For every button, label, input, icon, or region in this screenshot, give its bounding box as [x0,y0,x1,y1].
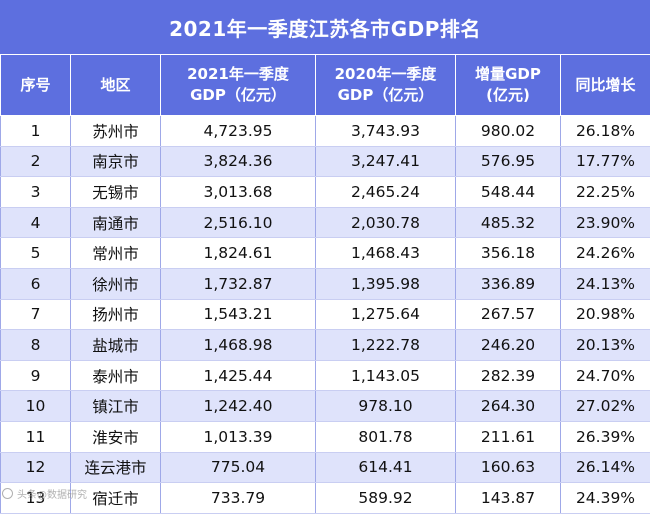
gdp-2020q1-cell: 1,143.05 [316,360,456,391]
gdp-2021q1-cell: 1,824.61 [161,238,316,269]
region-cell: 徐州市 [71,268,161,299]
gdp-2020q1-cell: 2,465.24 [316,177,456,208]
gdp-2020q1-cell: 1,222.78 [316,330,456,361]
row-index-cell: 2 [1,146,71,177]
gdp-2021q1-cell: 1,732.87 [161,268,316,299]
gdp-2020q1-cell: 978.10 [316,391,456,422]
watermark-text: 头条@数据研究 [17,486,87,501]
row-index-cell: 12 [1,452,71,483]
gdp-2021q1-cell: 4,723.95 [161,116,316,147]
row-index-cell: 6 [1,268,71,299]
column-header-region: 地区 [71,55,161,116]
region-cell: 镇江市 [71,391,161,422]
gdp-increment-cell: 336.89 [456,268,561,299]
row-index-cell: 4 [1,207,71,238]
yoy-growth-cell: 24.26% [561,238,650,269]
row-index-cell: 8 [1,330,71,361]
region-cell: 扬州市 [71,299,161,330]
yoy-growth-cell: 26.18% [561,116,650,147]
gdp-increment-cell: 980.02 [456,116,561,147]
gdp-2020q1-cell: 2,030.78 [316,207,456,238]
gdp-increment-cell: 356.18 [456,238,561,269]
gdp-2021q1-cell: 1,242.40 [161,391,316,422]
gdp-2020q1-cell: 801.78 [316,421,456,452]
gdp-2020q1-cell: 1,275.64 [316,299,456,330]
gdp-2021q1-cell: 2,516.10 [161,207,316,238]
yoy-growth-cell: 24.13% [561,268,650,299]
region-cell: 南京市 [71,146,161,177]
gdp-increment-cell: 160.63 [456,452,561,483]
yoy-growth-cell: 26.39% [561,421,650,452]
yoy-growth-cell: 26.14% [561,452,650,483]
gdp-2020q1-cell: 1,395.98 [316,268,456,299]
region-cell: 盐城市 [71,330,161,361]
row-index-cell: 9 [1,360,71,391]
table-title: 2021年一季度江苏各市GDP排名 [0,0,650,54]
gdp-increment-cell: 282.39 [456,360,561,391]
gdp-2021q1-cell: 1,013.39 [161,421,316,452]
region-cell: 苏州市 [71,116,161,147]
gdp-2020q1-cell: 3,247.41 [316,146,456,177]
region-cell: 南通市 [71,207,161,238]
gdp-increment-cell: 264.30 [456,391,561,422]
yoy-growth-cell: 22.25% [561,177,650,208]
yoy-growth-cell: 20.98% [561,299,650,330]
watermark-logo-icon [2,488,13,499]
column-header-yoy-growth: 同比增长 [561,55,650,116]
watermark: 头条@数据研究 [2,486,87,501]
row-index-cell: 10 [1,391,71,422]
row-index-cell: 5 [1,238,71,269]
gdp-2021q1-cell: 1,468.98 [161,330,316,361]
gdp-increment-cell: 548.44 [456,177,561,208]
row-index-cell: 11 [1,421,71,452]
region-cell: 淮安市 [71,421,161,452]
row-index-cell: 3 [1,177,71,208]
gdp-increment-cell: 246.20 [456,330,561,361]
gdp-2021q1-cell: 3,013.68 [161,177,316,208]
gdp-increment-cell: 267.57 [456,299,561,330]
gdp-increment-cell: 485.32 [456,207,561,238]
yoy-growth-cell: 20.13% [561,330,650,361]
region-cell: 无锡市 [71,177,161,208]
gdp-2021q1-cell: 1,425.44 [161,360,316,391]
region-cell: 连云港市 [71,452,161,483]
yoy-growth-cell: 17.77% [561,146,650,177]
gdp-increment-cell: 576.95 [456,146,561,177]
gdp-increment-cell: 211.61 [456,421,561,452]
gdp-2021q1-cell: 3,824.36 [161,146,316,177]
gdp-2021q1-cell: 1,543.21 [161,299,316,330]
yoy-growth-cell: 24.70% [561,360,650,391]
region-cell: 泰州市 [71,360,161,391]
gdp-2020q1-cell: 3,743.93 [316,116,456,147]
column-header-gdp-increment: 增量GDP(亿元) [456,55,561,116]
yoy-growth-cell: 23.90% [561,207,650,238]
column-header-index: 序号 [1,55,71,116]
gdp-2021q1-cell: 775.04 [161,452,316,483]
row-index-cell: 1 [1,116,71,147]
row-index-cell: 7 [1,299,71,330]
gdp-2020q1-cell: 1,468.43 [316,238,456,269]
gdp-2020q1-cell: 614.41 [316,452,456,483]
yoy-growth-cell: 27.02% [561,391,650,422]
region-cell: 常州市 [71,238,161,269]
